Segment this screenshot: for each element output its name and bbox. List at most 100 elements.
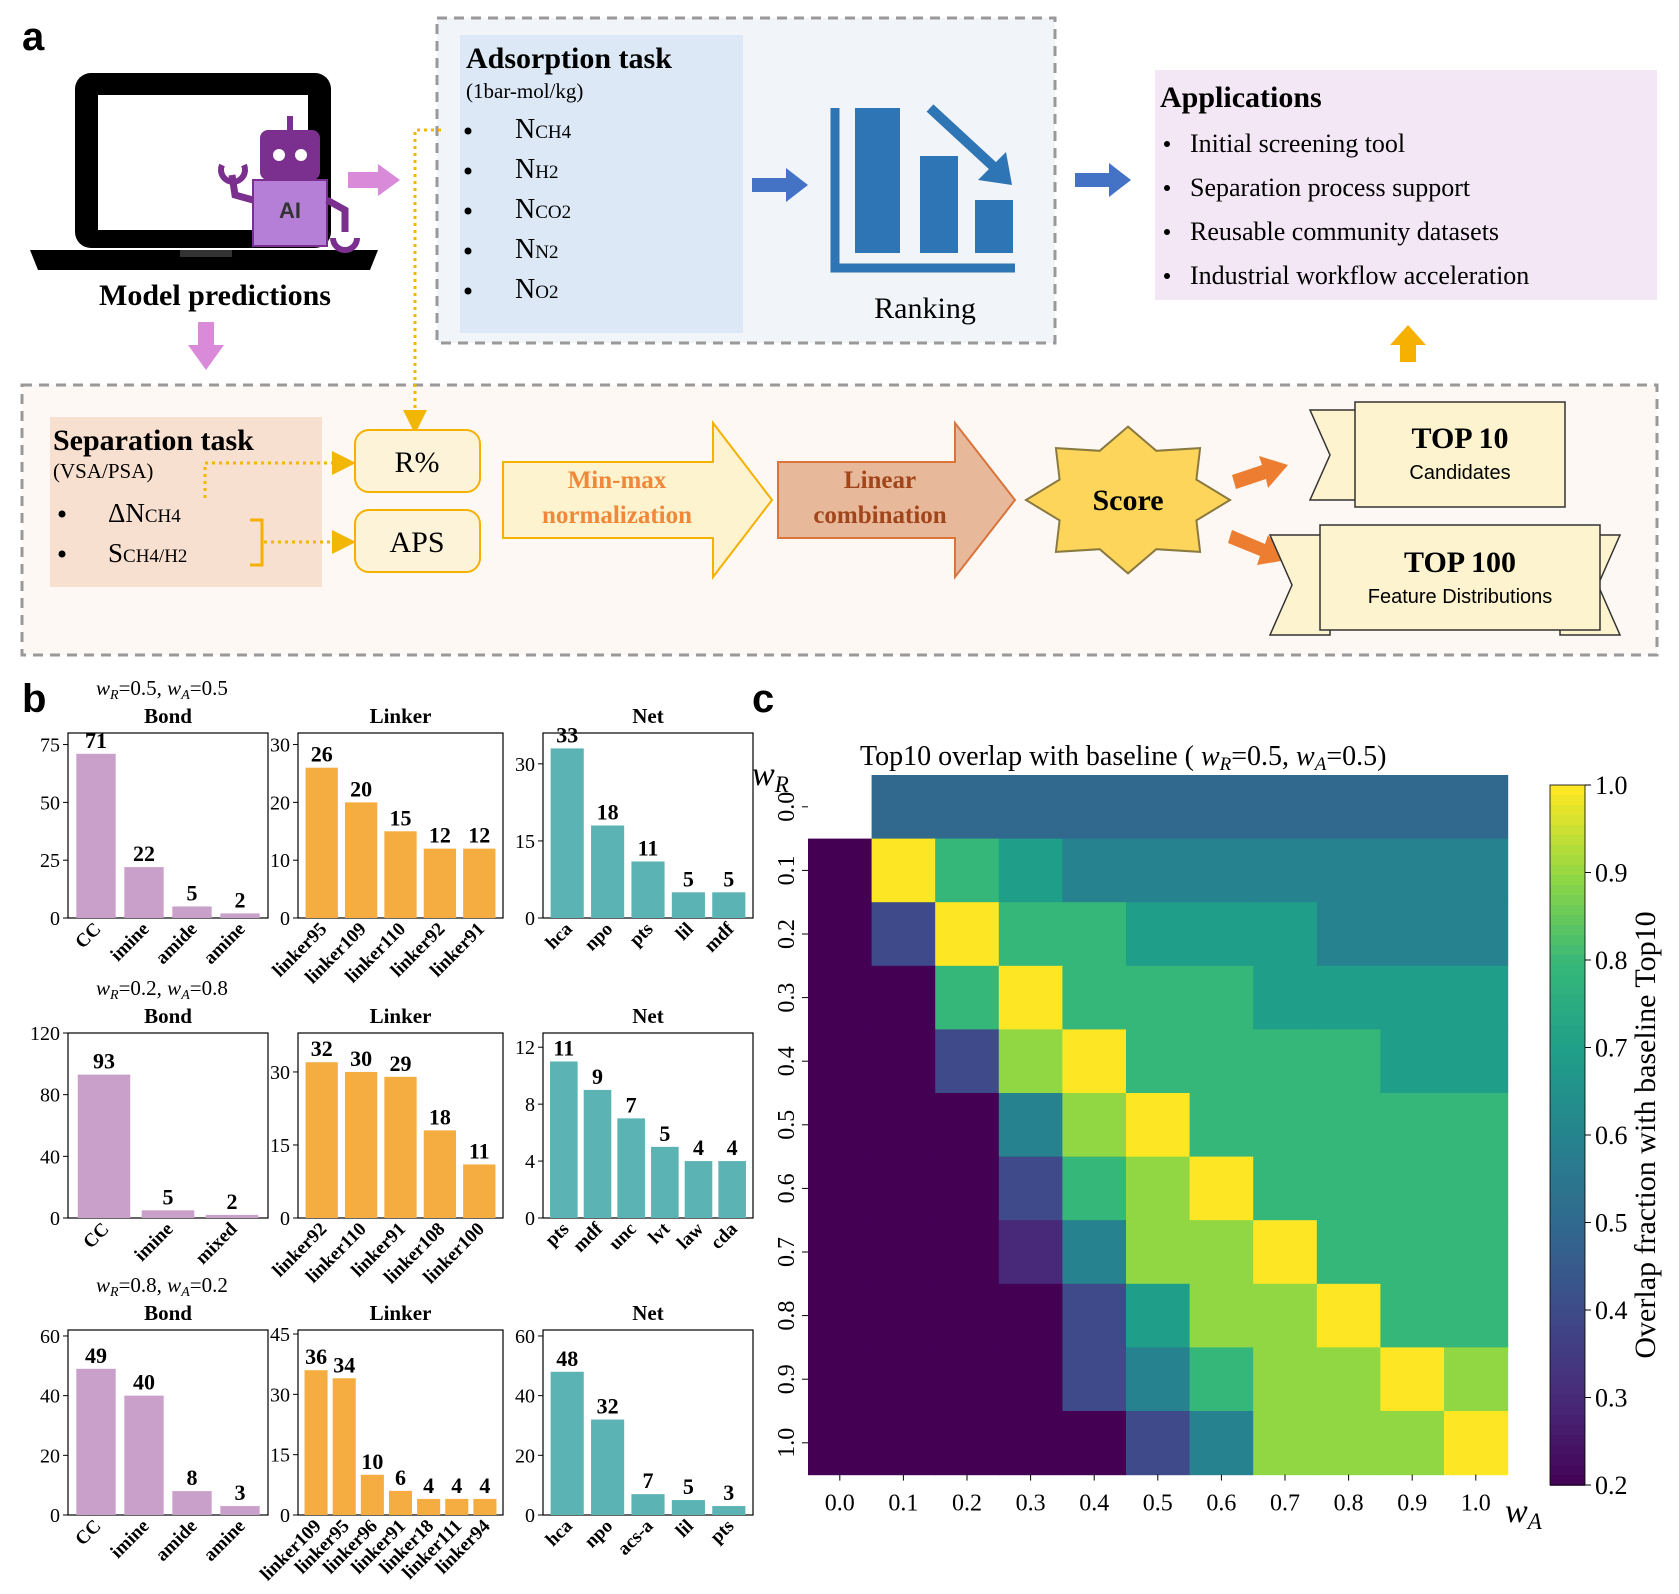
bar-value-label: 32 [597,1394,619,1419]
colorbar-segment [1550,1355,1585,1366]
x-tick-label: 0.6 [1206,1491,1236,1517]
y-tick-label: 4 [525,1151,535,1173]
heatmap-cell [871,1220,936,1285]
heatmap-cell [1444,1029,1509,1094]
heatmap-cell [935,902,1000,967]
heatmap-cell [998,1220,1063,1285]
top100-title: TOP 100 [1404,546,1516,579]
chart-title: Bond [144,1301,192,1325]
heatmap-cell [1316,902,1381,967]
heatmap-cell [1126,1156,1191,1221]
bar [360,1474,384,1515]
colorbar-segment [1550,895,1585,906]
heatmap-cell [1380,1156,1445,1221]
colorbar-segment [1550,1155,1585,1166]
robot-icon: AI [218,116,360,253]
bar [550,1061,578,1218]
bar [77,1074,131,1218]
bar [172,1491,212,1515]
bar [344,1071,378,1218]
colorbar-segment [1550,965,1585,976]
bar-value-label: 12 [468,823,490,848]
heatmap-cell [1126,902,1191,967]
bar-value-label: 4 [479,1473,490,1498]
chart-title: Linker [370,1004,432,1028]
y-tick-label: 50 [40,792,60,814]
heatmap-cell [1380,1347,1445,1412]
bracket [250,518,264,567]
x-tick-label: lil [672,1516,698,1542]
y-tick-label: 12 [515,1037,535,1059]
y-tick-label: 20 [40,1445,60,1467]
x-tick-label: acs-a [614,1515,658,1559]
heatmap-cell [935,1156,1000,1221]
heatmap-cell [1062,965,1127,1030]
colorbar-segment [1550,905,1585,916]
bar [423,1130,457,1218]
linear-line2: combination [813,502,946,529]
bullet [464,167,472,175]
y-tick-label: 75 [40,735,60,757]
colorbar-segment [1550,995,1585,1006]
heatmap-cell [1189,1220,1254,1285]
colorbar-segment [1550,1145,1585,1156]
bar-value-label: 29 [390,1051,412,1076]
colorbar-segment [1550,1445,1585,1456]
heatmap-cell [1062,1347,1127,1412]
bar-value-label: 18 [597,800,619,825]
x-tick-label: 0.2 [952,1491,982,1517]
heatmap-cell [871,965,936,1030]
heatmap-cell [1316,1220,1381,1285]
applications-list: Initial screening tool Separation process… [1164,129,1529,290]
heatmap-cell [1380,902,1445,967]
y-tick-label: 30 [270,1062,290,1084]
heatmap-cell [871,1347,936,1412]
heatmap-title: Top10 overlap with baseline ( wR=0.5, wA… [860,741,1386,775]
colorbar-segment [1550,1095,1585,1106]
colorbar-tick-label: 0.2 [1595,1471,1628,1500]
colorbar-segment [1550,1125,1585,1136]
heatmap-cell [1189,1093,1254,1158]
bar [651,1146,679,1218]
heatmap-cell [1444,1156,1509,1221]
arrow-right-blue-1 [752,168,808,202]
bar [304,1370,328,1515]
heatmap-cell [1253,775,1318,840]
bar-value-label: 7 [626,1092,637,1117]
heatmap-cell [998,1347,1063,1412]
colorbar-segment [1550,845,1585,856]
heatmap-cell [871,1283,936,1348]
linear-arrow [777,420,1017,580]
heatmap-cell [1380,1411,1445,1476]
chart-title: Bond [144,704,192,728]
heatmap-cell [1126,1347,1191,1412]
panel-label-c: c [752,677,774,721]
heatmap-cell [1126,1283,1191,1348]
heatmap-cell [1126,1029,1191,1094]
bar [463,1164,496,1218]
x-tick-label: 0.3 [1016,1491,1046,1517]
bar-value-label: 4 [727,1135,738,1160]
heatmap-cell [1189,1156,1254,1221]
score-star-icon [1024,425,1232,575]
colorbar-segment [1550,805,1585,816]
adsorption-inner-box [460,35,743,333]
colorbar-segment [1550,975,1585,986]
colorbar-segment [1550,855,1585,866]
heatmap-cell [998,775,1063,840]
bar-value-label: 15 [390,805,412,830]
heatmap-cell [871,1093,936,1158]
heatmap-cell [1444,965,1509,1030]
colorbar-segment [1550,815,1585,826]
heatmap-cell [1444,775,1509,840]
heatmap-cell [871,1411,936,1476]
colorbar-segment [1550,1105,1585,1116]
colorbar-segment [1550,1325,1585,1336]
arrow-to-top100 [1228,530,1287,565]
heatmap-cell [808,965,873,1030]
y-tick-label: 20 [270,792,290,814]
bar-value-label: 20 [350,776,372,801]
y-tick-label: 25 [40,850,60,872]
